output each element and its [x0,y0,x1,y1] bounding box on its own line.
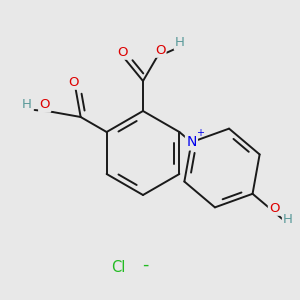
Text: O: O [269,202,280,214]
Text: O: O [155,44,165,56]
Text: O: O [39,98,50,112]
Text: -: - [142,256,148,274]
Text: N: N [186,135,197,149]
Text: H: H [22,98,32,110]
Text: H: H [175,37,185,50]
Text: H: H [283,213,293,226]
Text: O: O [68,76,79,88]
Text: +: + [196,128,204,138]
Text: O: O [118,46,128,59]
Text: Cl: Cl [111,260,125,275]
